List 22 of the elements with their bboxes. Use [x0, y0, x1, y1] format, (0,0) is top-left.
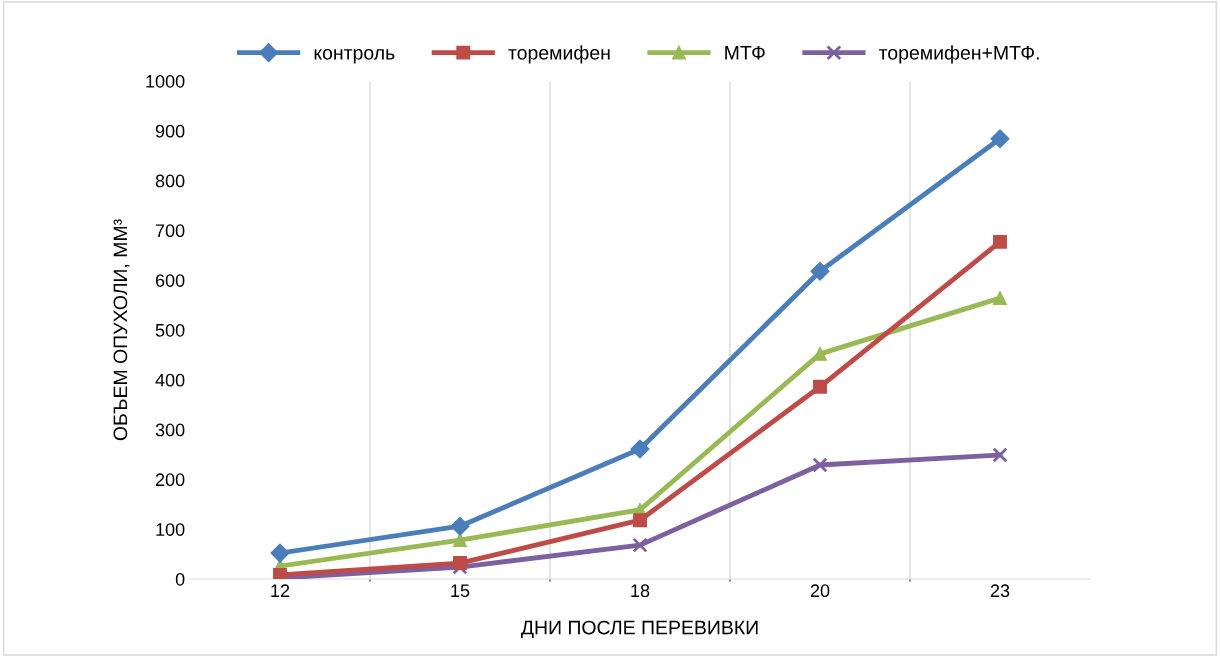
y-tick-label: 600 [155, 274, 185, 287]
legend-label: МТФ [725, 45, 765, 60]
x-axis-title: ДНИ ПОСЛЕ ПЕРЕВИВКИ [520, 620, 758, 639]
y-axis-title: ОБЪЕМ ОПУХОЛИ, ММ³ [113, 219, 130, 441]
y-tick-label: 500 [155, 323, 185, 337]
legend-label: контроль [314, 49, 395, 64]
x-tick-label: 12 [271, 584, 290, 597]
y-tick-label: 1000 [146, 74, 185, 88]
y-tick-label: 700 [155, 224, 185, 238]
legend-label: торемифен [508, 45, 610, 64]
y-tick-label: 100 [156, 523, 185, 536]
y-tick-label: 800 [155, 174, 185, 188]
x-tick-label: 15 [451, 584, 470, 598]
y-tick-label: 200 [155, 473, 185, 487]
y-tick-label: 300 [155, 423, 185, 437]
x-tick-label: 20 [810, 584, 830, 598]
legend-label: торемифен+МТФ. [878, 45, 1039, 64]
y-tick-label: 0 [175, 572, 185, 586]
y-tick-label: 400 [155, 373, 185, 387]
x-tick-label: 18 [631, 584, 650, 598]
x-tick-label: 23 [990, 584, 1010, 598]
y-tick-label: 900 [155, 124, 185, 138]
